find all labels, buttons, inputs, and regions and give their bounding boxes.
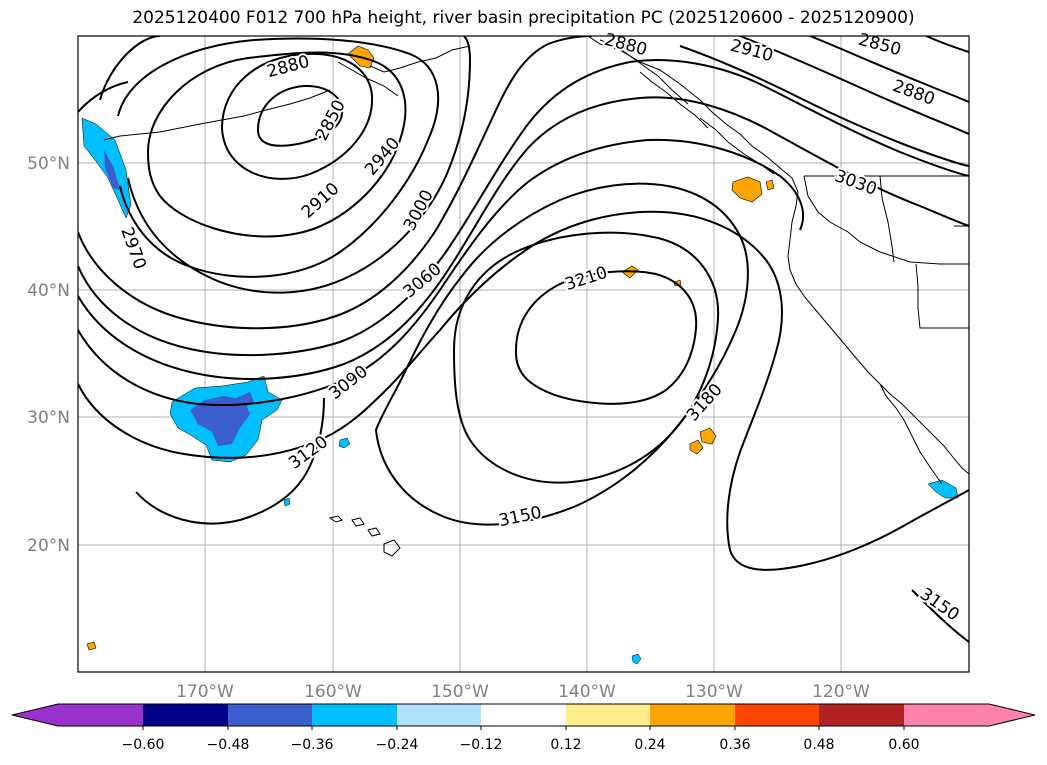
- colorbar-under-extend: [12, 704, 58, 726]
- colorbar-tick-label: −0.60: [122, 737, 165, 753]
- colorbar-segment: [397, 704, 481, 726]
- colorbar-tick-label: −0.36: [291, 737, 334, 753]
- contour-3030: [78, 59, 969, 357]
- colorbar-tick-label: 0.48: [803, 737, 834, 753]
- lat-label: 50°N: [27, 154, 70, 174]
- map-title: 2025120400 F012 700 hPa height, river ba…: [132, 8, 915, 28]
- colorbar-tick-label: −0.48: [207, 737, 250, 753]
- contour-3000: [78, 36, 593, 330]
- colorbar-tick-label: −0.12: [460, 737, 503, 753]
- colorbar-tick-label: −0.24: [376, 737, 419, 753]
- contour-3090: [78, 138, 805, 407]
- lat-label: 20°N: [27, 536, 70, 556]
- precip-positive-region: [689, 439, 704, 455]
- lat-label: 40°N: [27, 281, 70, 301]
- contour-3180: [452, 231, 720, 484]
- lon-label: 170°W: [176, 682, 234, 702]
- lon-label: 150°W: [431, 682, 489, 702]
- lon-label: 120°W: [812, 682, 870, 702]
- precip-positive-region: [765, 179, 775, 191]
- contour-2910: [146, 51, 407, 238]
- colorbar-tick-label: 0.60: [888, 737, 919, 753]
- precip-negative-region: [927, 479, 959, 499]
- contour-2850-ne: [809, 36, 969, 103]
- latitude-labels: 50°N 40°N 30°N 20°N: [27, 154, 70, 556]
- precip-positive-region: [86, 641, 97, 651]
- longitude-labels: 170°W 160°W 150°W 140°W 130°W 120°W: [176, 682, 870, 702]
- colorbar-tick-label: 0.36: [719, 737, 750, 753]
- colorbar-segment: [566, 704, 650, 726]
- precip-positive-region: [731, 176, 763, 203]
- colorbar-segment: [312, 704, 397, 726]
- precip-negative-dot: [283, 497, 291, 507]
- colorbar-segment: [143, 704, 228, 726]
- lat-label: 30°N: [27, 408, 70, 428]
- colorbar-segment: [735, 704, 819, 726]
- contour-2880-ne: [739, 36, 969, 135]
- contour-2880: [220, 52, 374, 180]
- contour-3210: [514, 270, 698, 405]
- contour-3060: [78, 96, 969, 380]
- colorbar-segment: [228, 704, 312, 726]
- lon-label: 140°W: [558, 682, 616, 702]
- contour-3150: [135, 182, 749, 526]
- colorbar-tick-label: 0.12: [550, 737, 581, 753]
- colorbar-segment: [481, 704, 566, 726]
- contour-2850: [256, 84, 344, 147]
- precip-negative-core: [104, 150, 120, 190]
- colorbar: −0.60 −0.48 −0.36 −0.24 −0.12 0.12 0.24 …: [11, 703, 1036, 753]
- colorbar-segment: [650, 704, 735, 726]
- contour-3150-south: [911, 589, 969, 643]
- precip-shading: [81, 45, 959, 665]
- precip-negative-dot: [631, 653, 642, 665]
- height-contours: [78, 36, 969, 643]
- contour-2940-ne: [925, 36, 969, 53]
- contour-2970: [78, 36, 472, 294]
- lon-label: 160°W: [304, 682, 362, 702]
- map-frame: [77, 35, 970, 673]
- colorbar-segment: [904, 704, 989, 726]
- precip-positive-region: [699, 427, 717, 445]
- colorbar-segment: [819, 704, 904, 726]
- lon-label: 130°W: [685, 682, 743, 702]
- contour-2910-ne: [679, 45, 969, 167]
- colorbar-outline: [11, 703, 1036, 727]
- colorbar-segment: [58, 704, 143, 726]
- colorbar-tick-label: 0.24: [634, 737, 665, 753]
- contour-3120: [78, 210, 969, 571]
- precip-negative-core: [190, 396, 250, 446]
- colorbar-over-extend: [989, 704, 1035, 726]
- precip-negative-dot: [338, 437, 351, 449]
